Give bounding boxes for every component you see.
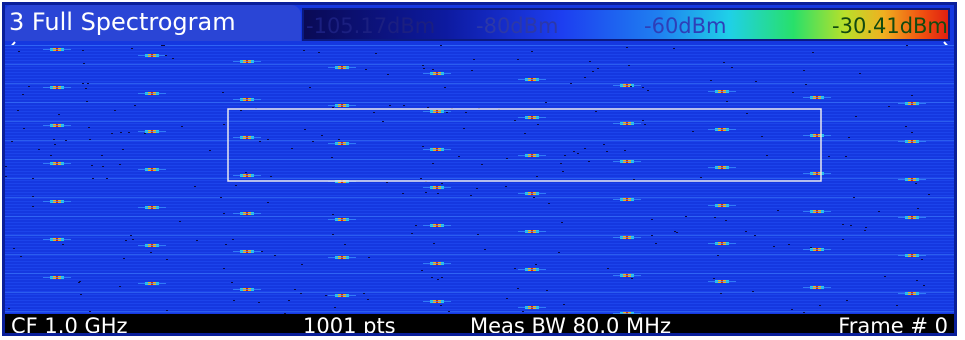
color-scale-bar: -105.17dBm -80dBm -60dBm -30.41dBm xyxy=(302,8,950,41)
center-frequency-label: CF 1.0 GHz xyxy=(11,314,128,336)
color-scale-label-60: -60dBm xyxy=(644,14,727,38)
status-bar: CF 1.0 GHz 1001 pts Meas BW 80.0 MHz Fra… xyxy=(5,314,954,336)
spectrogram-canvas[interactable] xyxy=(5,45,954,315)
frame-number-label: Frame # 0 xyxy=(838,314,948,336)
sweep-points-label: 1001 pts xyxy=(303,314,396,336)
selection-rectangle[interactable] xyxy=(227,108,822,182)
window-titlebar: 3 Full Spectrogram -105.17dBm -80dBm -60… xyxy=(5,5,954,50)
color-scale-label-80: -80dBm xyxy=(476,14,559,38)
window-title[interactable]: 3 Full Spectrogram xyxy=(5,5,301,41)
color-scale-min-label: -105.17dBm xyxy=(306,14,436,38)
spectrogram-window: 3 Full Spectrogram -105.17dBm -80dBm -60… xyxy=(2,2,957,336)
color-scale-max-label: -30.41dBm xyxy=(832,14,948,38)
meas-bandwidth-label: Meas BW 80.0 MHz xyxy=(470,314,671,336)
spectrogram-plot[interactable] xyxy=(5,45,954,315)
